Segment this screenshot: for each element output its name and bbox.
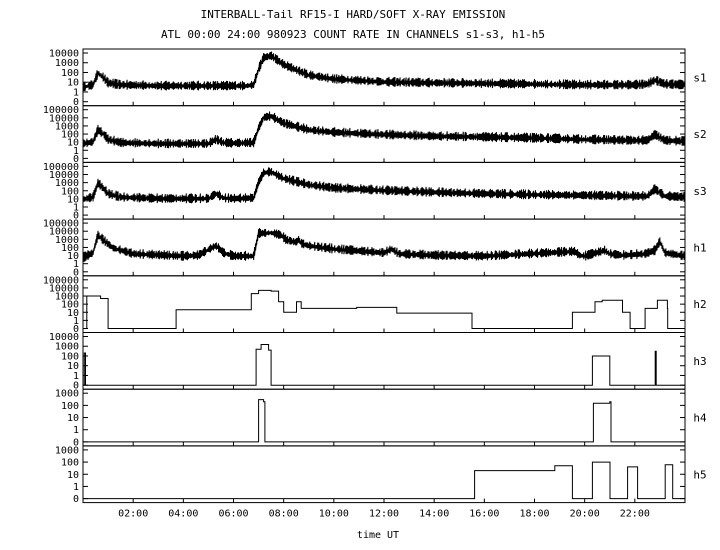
y-tick-label: 100 [61, 130, 79, 141]
x-tick-label: 02:00 [118, 509, 148, 520]
y-tick-label: 0 [73, 437, 79, 448]
y-tick-label: 10 [67, 194, 79, 205]
y-tick-label: 1000 [55, 292, 79, 303]
x-axis: 02:00 04:00 06:00 08:00 10:00 12:00 14:00 16:00… [118, 509, 650, 520]
channel-label: s1 [693, 71, 706, 84]
y-tick-label: 100000 [43, 219, 79, 230]
y-tick-label: 1 [73, 259, 79, 270]
y-tick-label: 0 [73, 211, 79, 222]
panel-frame [82, 445, 686, 504]
y-tick-label: 10000 [49, 283, 79, 294]
chart-title: INTERBALL-Tail RF15-I HARD/SOFT X-RAY EM… [201, 8, 506, 21]
y-tick-label: 0 [73, 97, 79, 108]
y-tick-label: 10 [67, 138, 79, 149]
y-tick-label: 100 [61, 351, 79, 362]
y-tick-label: 10000 [49, 49, 79, 60]
y-tick-label: 10 [67, 78, 79, 89]
channel-label: s3 [693, 185, 706, 198]
y-tick-label: 1000 [55, 121, 79, 132]
channel-label: h4 [693, 412, 707, 425]
y-tick-label: 10000 [49, 170, 79, 181]
channel-label: s2 [693, 128, 706, 141]
series-h3 [83, 344, 685, 386]
x-axis-label: time UT [357, 530, 399, 541]
y-tick-label: 1000 [55, 342, 79, 353]
x-tick-label: 10:00 [319, 509, 349, 520]
y-tick-label: 100 [61, 401, 79, 412]
y-tick-label: 100 [61, 186, 79, 197]
y-tick-label: 100 [61, 458, 79, 469]
y-tick-label: 100000 [43, 105, 79, 116]
y-tick-label: 10000 [49, 332, 79, 343]
y-tick-label: 1000 [55, 178, 79, 189]
y-tick-label: 1 [73, 425, 79, 436]
channel-label: h1 [693, 241, 706, 254]
x-tick-label: 14:00 [419, 509, 449, 520]
y-tick-label: 1 [73, 146, 79, 157]
y-tick-label: 0 [73, 267, 79, 278]
y-tick-label: 100000 [43, 162, 79, 173]
y-tick-label: 10000 [49, 227, 79, 238]
y-tick-label: 1000 [55, 58, 79, 69]
y-tick-label: 100 [61, 300, 79, 311]
x-tick-label: 08:00 [269, 509, 299, 520]
y-tick-label: 100000 [43, 275, 79, 286]
panels: 0110100100010000s10110100100010000100000… [43, 48, 707, 505]
y-tick-label: 1 [73, 316, 79, 327]
y-tick-label: 1000 [55, 235, 79, 246]
series-s3 [82, 167, 686, 204]
chart-subtitle: ATL 00:00 24:00 980923 COUNT RATE IN CHA… [161, 28, 545, 41]
y-tick-label: 1 [73, 371, 79, 382]
panel-frame [82, 48, 686, 107]
y-tick-label: 10000 [49, 113, 79, 124]
x-tick-label: 20:00 [570, 509, 600, 520]
y-tick-label: 10 [67, 470, 79, 481]
y-tick-label: 0 [73, 494, 79, 505]
channel-label: h5 [693, 468, 706, 481]
y-tick-label: 10 [67, 308, 79, 319]
y-tick-label: 10 [67, 361, 79, 372]
y-tick-label: 0 [73, 154, 79, 165]
panel-frame [82, 332, 686, 390]
panel-frame [82, 218, 686, 277]
x-tick-label: 22:00 [620, 509, 650, 520]
y-tick-label: 100 [61, 243, 79, 254]
x-tick-label: 06:00 [218, 509, 248, 520]
y-tick-label: 1 [73, 202, 79, 213]
channel-label: h2 [693, 298, 706, 311]
series-h2 [83, 289, 685, 329]
panel-frame [82, 388, 686, 447]
x-tick-label: 12:00 [369, 509, 399, 520]
series-h1 [82, 228, 686, 262]
x-tick-label: 04:00 [168, 509, 198, 520]
y-tick-label: 10 [67, 251, 79, 262]
x-tick-label: 16:00 [469, 509, 499, 520]
y-tick-label: 100 [61, 68, 79, 79]
y-tick-label: 1 [73, 87, 79, 98]
x-tick-label: 18:00 [519, 509, 549, 520]
series-h5 [83, 461, 685, 500]
y-tick-label: 10 [67, 413, 79, 424]
y-tick-label: 1 [73, 482, 79, 493]
channel-label: h3 [693, 355, 706, 368]
y-tick-label: 0 [73, 381, 79, 392]
series-s1 [82, 51, 686, 92]
series-h4 [83, 399, 685, 443]
y-tick-label: 0 [73, 324, 79, 335]
y-tick-label: 1000 [55, 389, 79, 400]
series-s2 [82, 111, 686, 149]
y-tick-label: 1000 [55, 445, 79, 456]
